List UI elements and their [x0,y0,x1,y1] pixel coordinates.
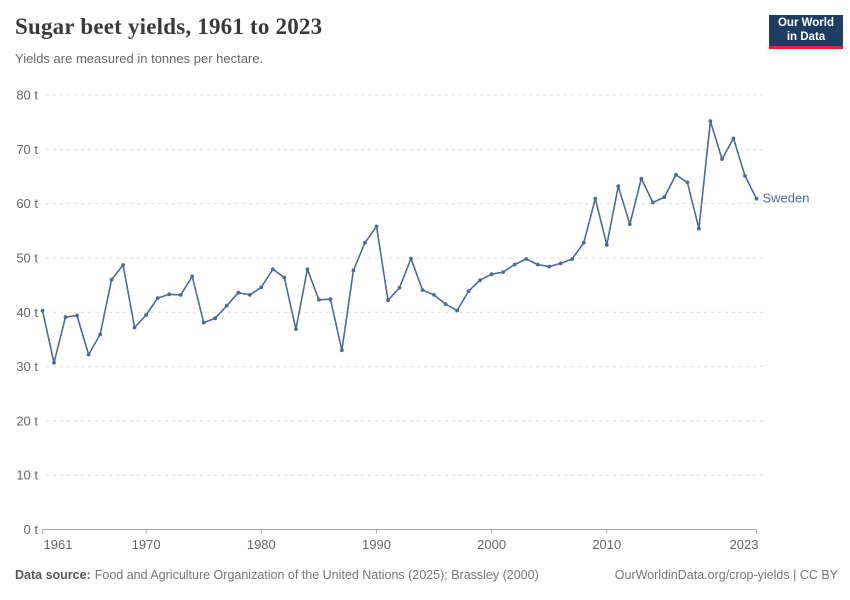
data-point[interactable] [409,256,413,261]
data-source-text: Food and Agriculture Organization of the… [94,568,539,582]
data-source-label: Data source: [15,568,91,582]
data-point[interactable] [259,285,264,290]
data-point[interactable] [489,272,494,277]
data-point[interactable] [639,176,644,181]
chart-title: Sugar beet yields, 1961 to 2023 [15,14,323,39]
data-point[interactable] [374,224,379,229]
data-source-note: Data source: Food and Agriculture Organiz… [15,568,539,582]
series-label[interactable]: Sweden [763,191,810,206]
data-point[interactable] [397,285,402,290]
data-point[interactable] [547,264,552,269]
data-point[interactable] [743,174,747,178]
owid-logo-line2: in Data [786,30,826,43]
data-point[interactable] [178,293,183,297]
y-tick-label: 40 t [16,305,38,320]
y-tick-label: 20 t [16,413,38,428]
data-point[interactable] [478,278,482,283]
data-point[interactable] [167,292,172,297]
data-point[interactable] [662,195,667,200]
data-point[interactable] [213,316,218,321]
y-tick-label: 0 t [24,522,39,537]
data-point[interactable] [201,320,206,325]
data-point[interactable] [75,313,79,318]
chart-subtitle: Yields are measured in tonnes per hectar… [15,51,264,66]
x-tick-label: 2000 [477,537,506,552]
x-tick-label: 2023 [730,537,759,552]
data-point[interactable] [593,196,598,201]
data-point[interactable] [535,262,540,267]
data-point[interactable] [604,243,609,247]
data-point[interactable] [685,180,690,185]
data-point[interactable] [754,196,759,201]
data-point[interactable] [63,315,68,319]
y-tick-label: 80 t [16,88,38,103]
y-tick-label: 70 t [16,142,38,157]
data-point[interactable] [305,267,310,272]
data-point[interactable] [651,200,655,205]
data-point[interactable] [224,303,229,308]
data-point[interactable] [558,261,563,266]
data-point[interactable] [501,270,505,274]
y-tick-label: 30 t [16,359,38,374]
x-tick-label: 1961 [44,537,73,552]
data-point[interactable] [340,348,344,353]
owid-logo[interactable]: Our World in Data [769,15,843,49]
data-point[interactable] [512,262,517,267]
data-point[interactable] [351,268,356,273]
data-point[interactable] [236,290,241,295]
data-point[interactable] [86,352,91,357]
data-point[interactable] [443,302,448,306]
data-point[interactable] [270,267,275,272]
footer-link[interactable]: OurWorldinData.org/crop-yields | CC BY [614,568,838,582]
data-point[interactable] [247,293,252,297]
data-point[interactable] [317,297,321,302]
series-line[interactable] [41,120,758,364]
data-point[interactable] [386,298,390,303]
x-tick-label: 2010 [592,537,621,552]
data-point[interactable] [731,136,736,141]
data-point[interactable] [282,275,287,280]
data-point[interactable] [697,226,701,231]
data-point[interactable] [155,296,160,300]
data-point[interactable] [455,308,459,313]
data-point[interactable] [581,240,586,245]
x-tick-label: 1990 [362,537,391,552]
data-point[interactable] [616,184,621,189]
data-point[interactable] [40,308,45,313]
x-tick-label: 1980 [247,537,276,552]
data-point[interactable] [121,263,125,267]
data-point[interactable] [708,119,713,123]
data-point[interactable] [720,157,724,162]
data-point[interactable] [132,325,137,330]
data-point[interactable] [432,293,436,297]
data-point[interactable] [98,332,102,337]
data-point[interactable] [144,313,149,317]
y-tick-label: 10 t [16,468,38,483]
data-point[interactable] [627,222,632,227]
owid-logo-line1: Our World [777,17,834,29]
data-point[interactable] [294,327,298,331]
data-point[interactable] [109,277,114,282]
data-point[interactable] [466,289,471,293]
data-point[interactable] [674,172,678,177]
data-point[interactable] [328,297,333,302]
data-point[interactable] [52,360,56,365]
y-tick-label: 60 t [16,196,38,211]
x-tick-label: 1970 [132,537,161,552]
data-point[interactable] [420,288,425,292]
y-tick-label: 50 t [16,250,38,265]
data-point[interactable] [363,240,367,245]
data-point[interactable] [570,257,575,261]
data-point[interactable] [190,274,195,279]
data-point[interactable] [524,257,529,261]
chart-footer: Data source: Food and Agriculture Organiz… [15,568,838,582]
